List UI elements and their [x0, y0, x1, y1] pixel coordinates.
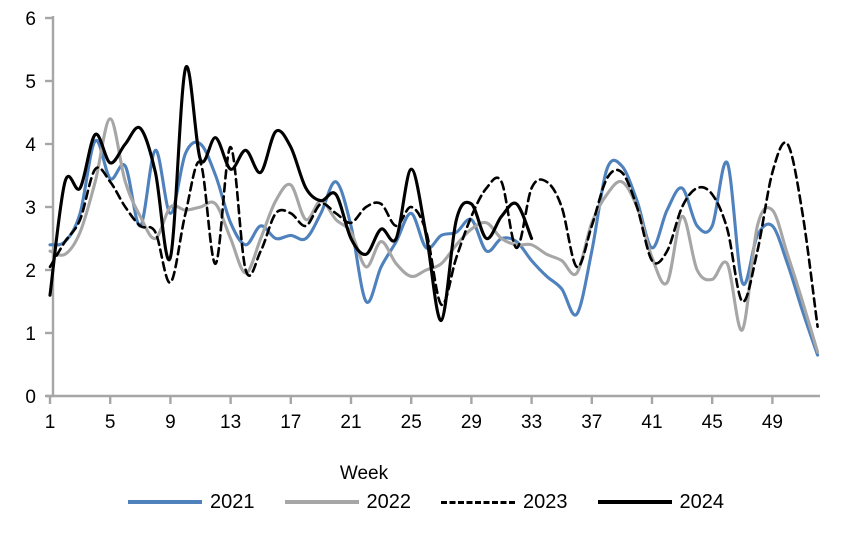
y-tick-label: 2	[25, 261, 36, 282]
x-tick-label: 33	[521, 412, 542, 433]
x-axis-title: Week	[340, 463, 389, 484]
x-tick-label: 37	[581, 412, 602, 433]
legend-swatch-solid-line	[597, 500, 672, 504]
legend-label: 2023	[523, 491, 568, 513]
x-tick-label: 25	[401, 412, 422, 433]
x-tick-label: 1	[45, 412, 56, 433]
x-tick-label: 29	[461, 412, 482, 433]
legend-swatch-solid-line	[284, 500, 359, 504]
y-tick-label: 3	[25, 198, 36, 219]
x-tick-label: 45	[702, 412, 723, 433]
x-tick-label: 9	[165, 412, 176, 433]
legend-label: 2024	[679, 491, 725, 513]
x-tick-label: 41	[641, 412, 662, 433]
x-tick-label: 21	[340, 412, 361, 433]
legend-item-2022[interactable]: 2022	[284, 491, 412, 513]
series-line-2024	[48, 65, 534, 322]
legend-swatch-solid-line	[128, 500, 202, 504]
y-tick-label: 4	[25, 135, 36, 156]
chart-legend: 2021 2022 2023 2024	[0, 492, 852, 512]
y-tick-label: 6	[25, 9, 36, 30]
series-line-2021	[48, 139, 820, 357]
legend-label: 2022	[366, 491, 412, 513]
legend-item-2023[interactable]: 2023	[441, 492, 568, 512]
x-tick-label: 17	[280, 412, 301, 433]
x-tick-label: 49	[762, 412, 783, 433]
y-tick-label: 1	[25, 324, 36, 345]
legend-label: 2021	[210, 491, 255, 513]
legend-item-2021[interactable]: 2021	[128, 492, 255, 512]
y-tick-label: 0	[25, 387, 36, 408]
x-tick-label: 13	[220, 412, 241, 433]
y-tick-label: 5	[25, 72, 36, 93]
legend-item-2024[interactable]: 2024	[597, 491, 725, 513]
legend-swatch-dashed-line	[441, 500, 515, 504]
x-tick-label: 5	[105, 412, 116, 433]
